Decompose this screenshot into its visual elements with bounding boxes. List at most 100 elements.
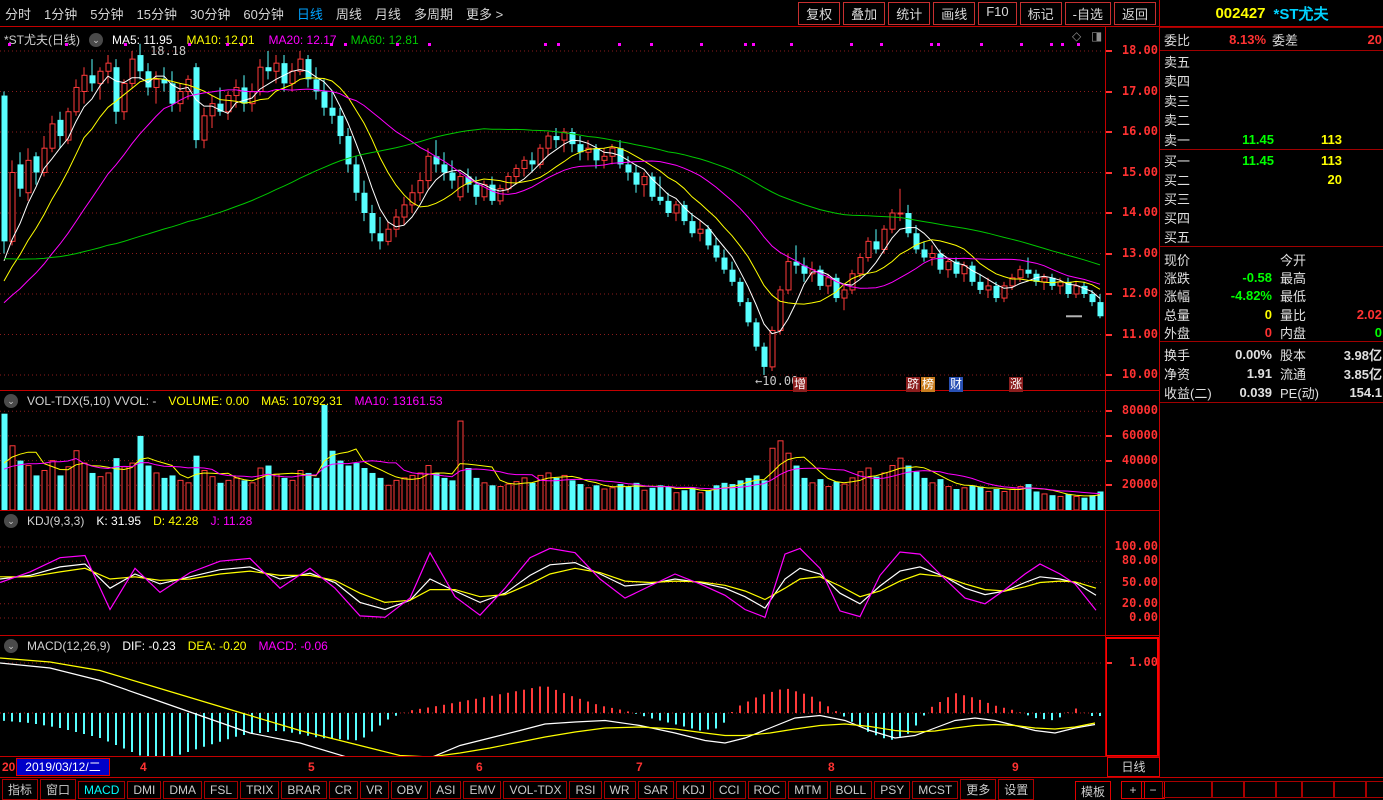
period-tab-周线[interactable]: 周线 — [335, 7, 362, 22]
period-tab-分时[interactable]: 分时 — [5, 7, 32, 22]
bid-row-3[interactable]: 买三 — [1161, 189, 1383, 208]
event-marker[interactable]: 榜 — [921, 377, 936, 392]
indicator-tab-RSI[interactable]: RSI — [569, 780, 602, 799]
shortcut-box[interactable] — [1366, 781, 1383, 798]
kdj-axis-label: 50.00 — [1121, 574, 1158, 589]
indicator-tab-ASI[interactable]: ASI — [430, 780, 462, 799]
macd-chart[interactable] — [0, 636, 1105, 757]
shortcut-box[interactable] — [1302, 781, 1334, 798]
indicator-tab-SAR[interactable]: SAR — [637, 780, 675, 799]
ask-row-1[interactable]: 卖一 11.45 113 — [1161, 130, 1383, 149]
indicator-tab-MCST[interactable]: MCST — [912, 780, 959, 799]
period-tab-日线[interactable]: 日线 — [296, 7, 323, 22]
zoom-in-button[interactable]: + — [1121, 781, 1145, 799]
panel-divider — [0, 777, 1383, 778]
indicator-tab-DMI[interactable]: DMI — [127, 780, 162, 799]
period-tab-更多 >[interactable]: 更多 > — [465, 7, 504, 22]
indicator-tab-DMA[interactable]: DMA — [163, 780, 203, 799]
period-box[interactable]: 日线 — [1107, 757, 1160, 777]
diamond-tool-icon[interactable]: ◇ — [1072, 29, 1082, 43]
quote-info-row: 现价 今开 — [1161, 250, 1383, 268]
date-cell[interactable]: 2019/03/12/二 — [16, 758, 110, 776]
shortcut-box[interactable] — [1276, 781, 1302, 798]
indicator-tab-KDJ[interactable]: KDJ — [676, 780, 711, 799]
indicator-tab-PSY[interactable]: PSY — [874, 780, 911, 799]
period-tab-5分钟[interactable]: 5分钟 — [90, 7, 124, 22]
period-tab-15分钟[interactable]: 15分钟 — [136, 7, 177, 22]
price-axis-label: 10.00 — [1121, 367, 1158, 381]
action-标记[interactable]: 标记 — [1019, 2, 1062, 25]
indicator-tab-WR[interactable]: WR — [603, 780, 636, 799]
indicator-tab-OBV[interactable]: OBV — [390, 780, 429, 799]
bid-row-4[interactable]: 买四 — [1161, 208, 1383, 227]
volume-chart[interactable] — [0, 391, 1105, 511]
action-统计[interactable]: 统计 — [888, 2, 931, 25]
header-item: DEA: -0.20 — [187, 639, 247, 653]
indicator-tab-CR[interactable]: CR — [328, 780, 359, 799]
action-buttons: 复权 叠加 统计 画线 F10 标记 -自选 返回 — [798, 2, 1156, 25]
indicator-tab-BOLL[interactable]: BOLL — [829, 780, 873, 799]
zoom-out-button[interactable]: − — [1141, 781, 1165, 799]
indicator-tab-指标[interactable]: 指标 — [2, 779, 39, 800]
ask-row-3[interactable]: 卖三 — [1161, 91, 1383, 110]
main-price-chart[interactable] — [0, 28, 1105, 391]
action-画线[interactable]: 画线 — [933, 2, 976, 25]
indicator-tab-MACD[interactable]: MACD — [78, 780, 126, 799]
indicator-tab-ROC[interactable]: ROC — [747, 780, 787, 799]
bid-row-2[interactable]: 买二 20 — [1161, 170, 1383, 189]
ask-row-2[interactable]: 卖二 — [1161, 110, 1383, 129]
event-marker[interactable]: 涨 — [1009, 377, 1024, 392]
action-F10[interactable]: F10 — [978, 2, 1017, 25]
info-label: 今开 — [1280, 252, 1307, 268]
kdj-chart[interactable] — [0, 511, 1105, 636]
shortcut-box[interactable] — [1212, 781, 1244, 798]
period-tab-1分钟[interactable]: 1分钟 — [44, 7, 78, 22]
indicator-tab-窗口[interactable]: 窗口 — [40, 779, 77, 800]
indicator-tab-VOL-TDX[interactable]: VOL-TDX — [503, 780, 568, 799]
period-tab-多周期[interactable]: 多周期 — [413, 7, 453, 22]
split-window-icon[interactable]: ◨ — [1091, 29, 1103, 43]
chevron-down-icon[interactable]: ⌄ — [89, 32, 103, 47]
indicator-tab-设置[interactable]: 设置 — [998, 779, 1035, 800]
ma-label: MA5: 11.95 — [112, 32, 173, 47]
ask-row-4[interactable]: 卖四 — [1161, 71, 1383, 90]
shortcut-box[interactable] — [1334, 781, 1366, 798]
bid-row-5[interactable]: 买五 — [1161, 227, 1383, 246]
action-返回[interactable]: 返回 — [1113, 2, 1156, 25]
indicator-tab-更多[interactable]: 更多 — [960, 779, 997, 800]
chevron-down-icon[interactable]: ⌄ — [4, 394, 18, 408]
period-tab-60分钟[interactable]: 60分钟 — [243, 7, 284, 22]
bid-row-1[interactable]: 买一 11.45 113 — [1161, 151, 1383, 170]
macd-panel-header: ⌄ MACD(12,26,9) DIF: -0.23 DEA: -0.20 MACD:… — [4, 639, 328, 653]
chevron-down-icon[interactable]: ⌄ — [4, 639, 18, 653]
shortcut-box[interactable] — [1244, 781, 1276, 798]
axis-tick — [1106, 131, 1112, 133]
info-label: 净资 — [1164, 366, 1191, 382]
event-marker[interactable]: 增 — [793, 377, 808, 392]
ask-row-5[interactable]: 卖五 — [1161, 52, 1383, 71]
month-label: 9 — [1012, 760, 1019, 774]
info-value: -0.58 — [1242, 269, 1272, 285]
period-tabs: 分时 1分钟 5分钟 15分钟 30分钟 60分钟 日线 周线 月线 多周期 更多 > — [0, 4, 503, 23]
indicator-tab-TRIX[interactable]: TRIX — [240, 780, 280, 799]
indicator-tab-CCI[interactable]: CCI — [712, 780, 746, 799]
event-marker[interactable]: 财 — [949, 377, 964, 392]
period-tab-30分钟[interactable]: 30分钟 — [189, 7, 231, 22]
indicator-tab-VR[interactable]: VR — [360, 780, 389, 799]
indicator-tab-MTM[interactable]: MTM — [788, 780, 828, 799]
action--自选[interactable]: -自选 — [1064, 2, 1111, 25]
event-marker[interactable]: 跻 — [906, 377, 921, 392]
action-复权[interactable]: 复权 — [798, 2, 841, 25]
indicator-tab-FSL[interactable]: FSL — [204, 780, 239, 799]
axis-tick — [1106, 434, 1112, 437]
action-叠加[interactable]: 叠加 — [843, 2, 886, 25]
axis-tick — [1106, 90, 1112, 93]
indicator-tab-EMV[interactable]: EMV — [463, 780, 502, 799]
template-button[interactable]: 模板 — [1075, 781, 1112, 800]
shortcut-box[interactable] — [1162, 781, 1212, 798]
chevron-down-icon[interactable]: ⌄ — [4, 514, 18, 528]
indicator-tab-BRAR[interactable]: BRAR — [281, 780, 327, 799]
period-tab-月线[interactable]: 月线 — [374, 7, 401, 22]
info-label: 最低 — [1280, 289, 1307, 305]
